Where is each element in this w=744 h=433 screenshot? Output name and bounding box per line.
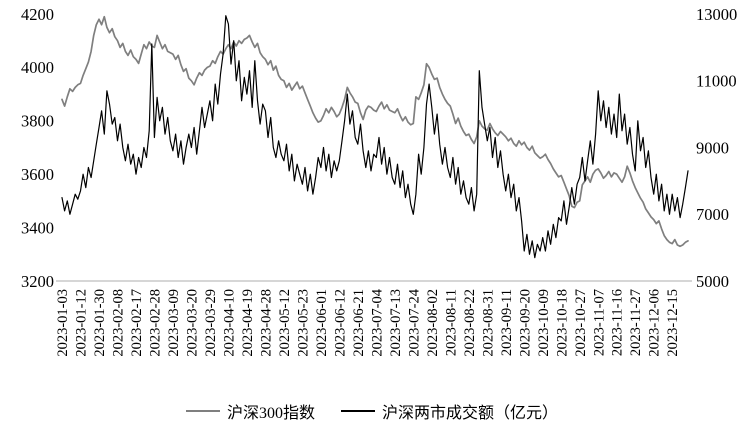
left-axis-tick-label: 3200	[21, 272, 54, 291]
x-axis-date-label: 2023-06-12	[332, 289, 348, 357]
left-axis-tick-label: 4000	[21, 58, 54, 77]
x-axis-date-label: 2023-06-01	[314, 289, 330, 357]
right-axis-tick-label: 7000	[696, 205, 729, 224]
x-axis-date-label: 2023-12-15	[665, 289, 681, 357]
right-axis-tick-label: 11000	[696, 72, 737, 91]
left-axis-tick-label: 4200	[21, 5, 54, 24]
x-axis-date-label: 2023-08-31	[480, 289, 496, 357]
x-axis-date-label: 2023-02-08	[111, 289, 127, 357]
x-axis-date-label: 2023-10-18	[554, 289, 570, 357]
series-line-csi300	[61, 15, 689, 248]
x-axis-date-label: 2023-08-22	[462, 289, 478, 357]
x-axis-date-label: 2023-01-03	[55, 289, 71, 357]
x-axis-date-label: 2023-12-06	[647, 289, 663, 357]
x-axis-date-label: 2023-09-11	[499, 289, 515, 356]
right-axis-tick-label: 5000	[696, 272, 729, 291]
left-axis-tick-label: 3600	[21, 165, 54, 184]
x-axis-date-label: 2023-11-27	[628, 289, 644, 356]
x-axis-date-label: 2023-04-10	[221, 289, 237, 357]
x-axis-date-label: 2023-07-24	[406, 288, 422, 356]
x-axis-date-label: 2023-11-07	[591, 289, 607, 356]
x-axis-date-label: 2023-01-30	[92, 289, 108, 357]
x-axis-date-label: 2023-02-28	[148, 289, 164, 357]
right-axis-tick-label: 9000	[696, 138, 729, 157]
legend-line-csi300-icon	[185, 410, 220, 412]
x-axis-date-label: 2023-09-20	[517, 289, 533, 357]
x-axis-date-label: 2023-07-04	[369, 288, 385, 356]
x-axis-date-label: 2023-11-16	[610, 289, 626, 356]
x-axis-date-label: 2023-08-02	[425, 289, 441, 357]
x-axis-date-label: 2023-01-12	[74, 289, 90, 357]
chart-legend: 沪深300指数 沪深两市成交额（亿元）	[0, 399, 744, 423]
x-axis-date-label: 2023-03-20	[185, 289, 201, 357]
x-axis-date-label: 2023-10-09	[536, 289, 552, 357]
x-axis-date-label: 2023-03-29	[203, 289, 219, 357]
legend-label-csi300: 沪深300指数	[226, 405, 315, 422]
x-axis-date-label: 2023-05-12	[277, 289, 293, 357]
right-axis-tick-label: 13000	[696, 5, 737, 24]
x-axis-date-label: 2023-08-11	[443, 289, 459, 356]
legend-item-csi300: 沪深300指数	[185, 399, 315, 423]
x-axis-date-label: 2023-05-23	[295, 289, 311, 357]
series-line-turnover	[61, 15, 689, 259]
left-axis-tick-label: 3800	[21, 112, 54, 131]
left-axis-tick-label: 3400	[21, 218, 54, 237]
legend-line-turnover-icon	[341, 410, 375, 412]
x-axis-date-label: 2023-06-21	[351, 289, 367, 357]
x-axis-date-label: 2023-10-27	[573, 289, 589, 357]
x-axis-date-label: 2023-07-13	[388, 289, 404, 357]
x-axis-date-label: 2023-02-17	[129, 289, 145, 357]
legend-item-turnover: 沪深两市成交额（亿元）	[341, 399, 558, 423]
x-axis-date-label: 2023-03-09	[166, 289, 182, 357]
x-axis-date-label: 2023-04-19	[240, 289, 256, 357]
legend-label-turnover: 沪深两市成交额（亿元）	[382, 405, 559, 422]
x-axis-date-label: 2023-04-28	[258, 289, 274, 357]
